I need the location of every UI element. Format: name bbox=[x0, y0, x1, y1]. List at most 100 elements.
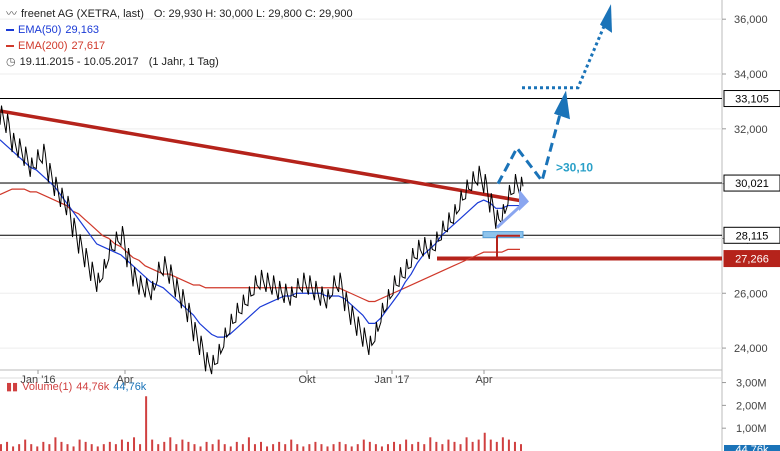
volume-bar bbox=[217, 439, 220, 451]
volume-bar bbox=[362, 439, 365, 451]
volume-bar bbox=[108, 441, 111, 451]
ema200-swatch bbox=[6, 45, 14, 47]
volume-bar bbox=[133, 437, 136, 451]
volume-tick-label: 1,00M bbox=[736, 423, 767, 435]
ema200-label: EMA(200) bbox=[18, 40, 68, 52]
volume-bar bbox=[338, 441, 341, 451]
volume-bar bbox=[368, 441, 371, 451]
volume-bar bbox=[374, 444, 377, 451]
volume-value-blue: 44,76k bbox=[113, 380, 147, 393]
volume-bar bbox=[102, 444, 105, 451]
volume-bar bbox=[60, 441, 63, 451]
period: (1 Jahr, 1 Tag) bbox=[148, 56, 219, 68]
volume-bar bbox=[78, 439, 81, 451]
legend-ema50: EMA(50) 29,163 bbox=[6, 22, 353, 38]
volume-bar bbox=[229, 446, 232, 451]
volume-bar bbox=[386, 444, 389, 451]
volume-bar bbox=[151, 439, 154, 451]
x-tick-label: Jan '16 bbox=[20, 374, 55, 386]
volume-bar bbox=[483, 432, 486, 451]
volume-bar bbox=[114, 444, 117, 451]
volume-bar bbox=[513, 441, 516, 451]
projection-arrowhead bbox=[554, 90, 570, 120]
volume-bar bbox=[211, 444, 214, 451]
volume-bar bbox=[302, 446, 305, 451]
volume-bar bbox=[314, 441, 317, 451]
volume-bar bbox=[489, 439, 492, 451]
volume-bar bbox=[163, 441, 166, 451]
volume-bar bbox=[66, 444, 69, 451]
volume-bar bbox=[90, 444, 93, 451]
level-label: 28,115 bbox=[736, 230, 769, 242]
downtrend-line bbox=[0, 109, 526, 204]
support-box bbox=[482, 231, 524, 239]
chart-icon: 〰 bbox=[6, 8, 17, 20]
target-label: >30,10 bbox=[556, 160, 593, 174]
volume-bar bbox=[459, 444, 462, 451]
volume-bar bbox=[356, 444, 359, 451]
legend-ema200: EMA(200) 27,617 bbox=[6, 38, 353, 54]
volume-bar bbox=[120, 439, 123, 451]
volume-bar bbox=[175, 444, 178, 451]
ema50-value: 29,163 bbox=[65, 24, 100, 36]
level-label: 30,021 bbox=[735, 178, 769, 190]
level-badge bbox=[723, 226, 780, 244]
range-row: ◷ 19.11.2015 - 10.05.2017 (1 Jahr, 1 Tag… bbox=[6, 54, 353, 70]
volume-value-red: 44,76k bbox=[76, 380, 110, 393]
level-badge bbox=[723, 250, 780, 268]
volume-legend: ▮▮ Volume(1) 44,76k 44,76k bbox=[6, 380, 147, 394]
volume-bar bbox=[260, 441, 262, 451]
volume-bar bbox=[30, 444, 33, 451]
volume-bar bbox=[477, 439, 480, 451]
volume-bar bbox=[72, 446, 75, 451]
volume-bar bbox=[253, 444, 256, 451]
volume-bar bbox=[332, 444, 335, 451]
y-tick-label: 36,000 bbox=[734, 14, 768, 26]
volume-bar bbox=[205, 441, 208, 451]
volume-bar bbox=[169, 437, 172, 451]
volume-bar bbox=[453, 441, 456, 451]
volume-bar bbox=[0, 444, 2, 451]
volume-tick-label: 2,00M bbox=[736, 400, 767, 412]
price-line bbox=[0, 105, 524, 375]
ema50-line bbox=[0, 139, 520, 338]
volume-bar bbox=[380, 446, 383, 451]
volume-bar bbox=[84, 441, 87, 451]
ohlc-values: O: 29,930 H: 30,000 L: 29,800 C: 29,900 bbox=[153, 8, 353, 20]
level-badge bbox=[723, 174, 780, 192]
volume-bar bbox=[501, 437, 504, 451]
x-tick-label: Apr bbox=[116, 374, 133, 386]
volume-bar bbox=[471, 441, 474, 451]
date-range: 19.11.2015 - 10.05.2017 bbox=[19, 56, 139, 68]
breakout-arrowhead bbox=[519, 189, 529, 212]
volume-bar bbox=[187, 441, 190, 451]
volume-label: Volume(1) bbox=[22, 380, 73, 393]
volume-bar bbox=[157, 444, 160, 451]
volume-bar bbox=[284, 444, 287, 451]
volume-bar bbox=[296, 444, 299, 451]
volume-bar bbox=[139, 444, 142, 451]
clock-icon: ◷ bbox=[6, 56, 16, 68]
volume-bar bbox=[465, 437, 468, 451]
title-row: 〰 freenet AG (XETRA, last) O: 29,930 H: … bbox=[6, 6, 353, 22]
level-label: 33,105 bbox=[735, 94, 769, 106]
volume-bar bbox=[235, 441, 238, 451]
target-path bbox=[522, 18, 609, 90]
volume-bar bbox=[423, 444, 426, 451]
volume-bar bbox=[520, 444, 522, 451]
volume-bar bbox=[441, 444, 444, 451]
volume-bar bbox=[266, 446, 269, 451]
y-tick-label: 34,000 bbox=[734, 69, 768, 81]
chart-title: freenet AG (XETRA, last) bbox=[21, 8, 144, 20]
volume-bar bbox=[308, 444, 311, 451]
target-arrowhead bbox=[600, 4, 612, 33]
projection-path bbox=[496, 106, 564, 185]
y-tick-label: 32,000 bbox=[734, 124, 768, 136]
volume-bar bbox=[42, 441, 45, 451]
volume-bar bbox=[326, 446, 329, 451]
volume-bar bbox=[54, 437, 57, 451]
volume-bar bbox=[36, 446, 39, 451]
volume-bar bbox=[507, 439, 510, 451]
